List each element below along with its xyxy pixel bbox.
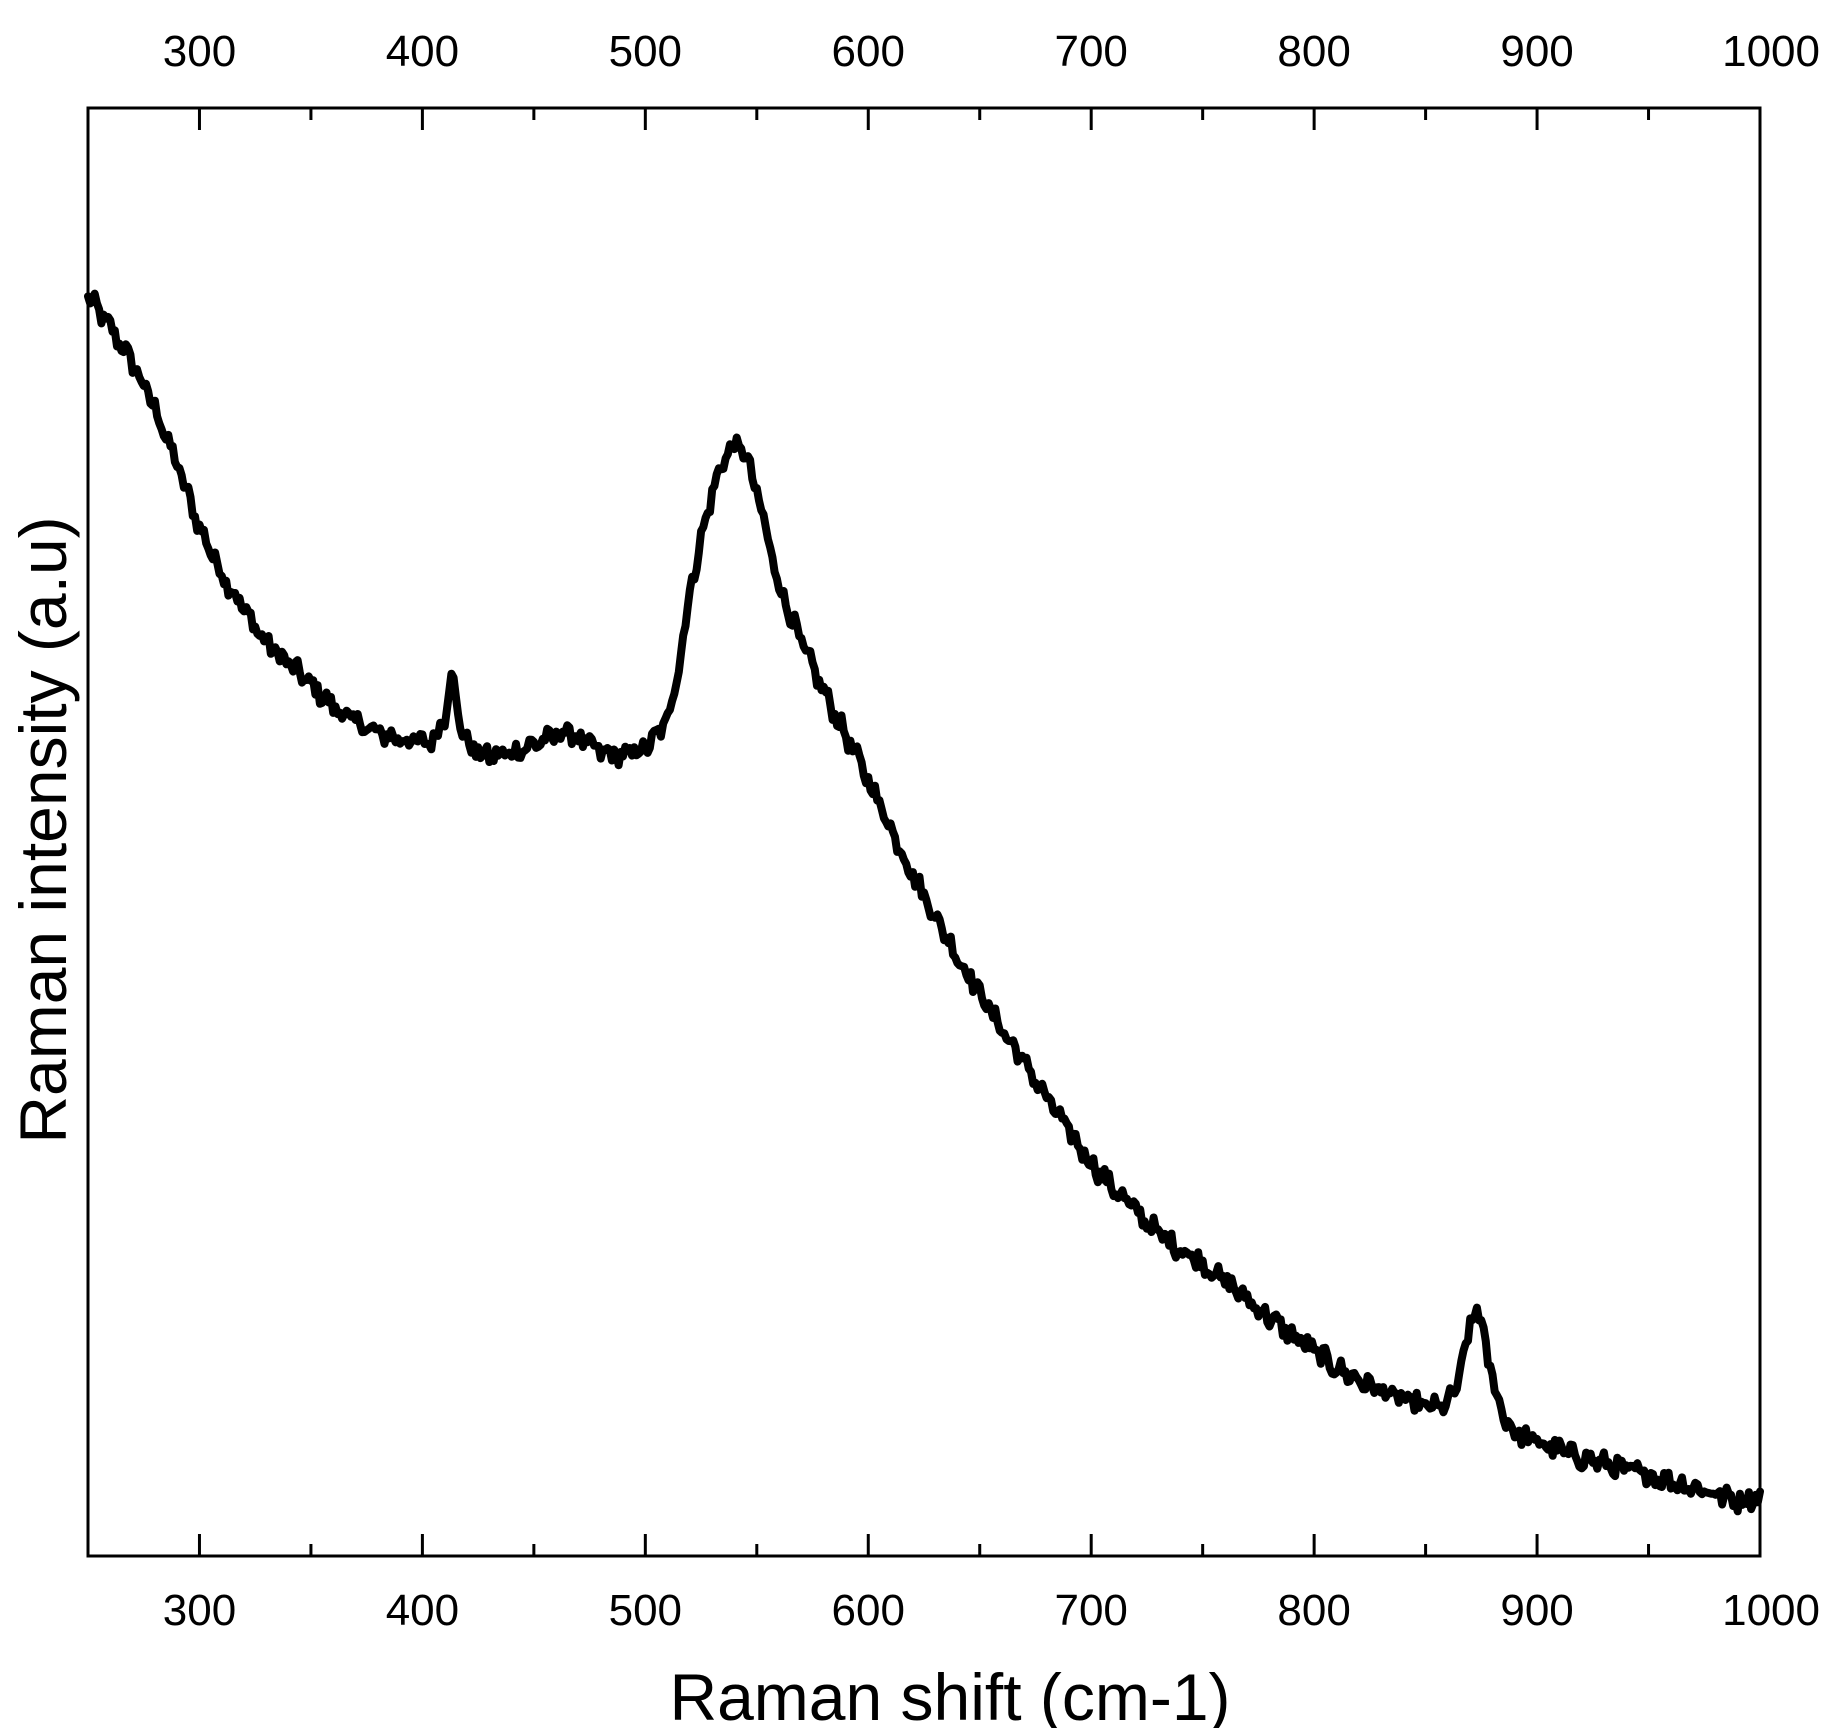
x-tick-label-top: 700: [1054, 27, 1127, 76]
x-tick-label-bottom: 500: [609, 1586, 682, 1635]
x-tick-label-top: 500: [609, 27, 682, 76]
x-tick-label-top: 1000: [1722, 27, 1820, 76]
x-tick-label-top: 300: [163, 27, 236, 76]
bottom-tick-labels: 300 400 500 600 700 800 900 1000: [163, 1586, 1820, 1635]
x-tick-label-top: 900: [1500, 27, 1573, 76]
plot-frame: [86, 106, 1762, 1558]
x-tick-label-bottom: 300: [163, 1586, 236, 1635]
x-axis-title: Raman shift (cm-1): [669, 1660, 1230, 1728]
tick-marks: [86, 108, 1762, 1556]
x-tick-label-top: 600: [832, 27, 905, 76]
x-tick-label-top: 800: [1277, 27, 1350, 76]
x-tick-label-bottom: 900: [1500, 1586, 1573, 1635]
y-axis-title: Raman intensity (a.u): [6, 516, 80, 1143]
x-tick-label-bottom: 800: [1277, 1586, 1350, 1635]
x-tick-label-top: 400: [386, 27, 459, 76]
top-tick-labels: 300 400 500 600 700 800 900 1000: [163, 27, 1820, 76]
spectrum-line: [84, 289, 1764, 1516]
x-tick-label-bottom: 600: [832, 1586, 905, 1635]
x-tick-label-bottom: 700: [1054, 1586, 1127, 1635]
x-tick-label-bottom: 400: [386, 1586, 459, 1635]
x-tick-label-bottom: 1000: [1722, 1586, 1820, 1635]
